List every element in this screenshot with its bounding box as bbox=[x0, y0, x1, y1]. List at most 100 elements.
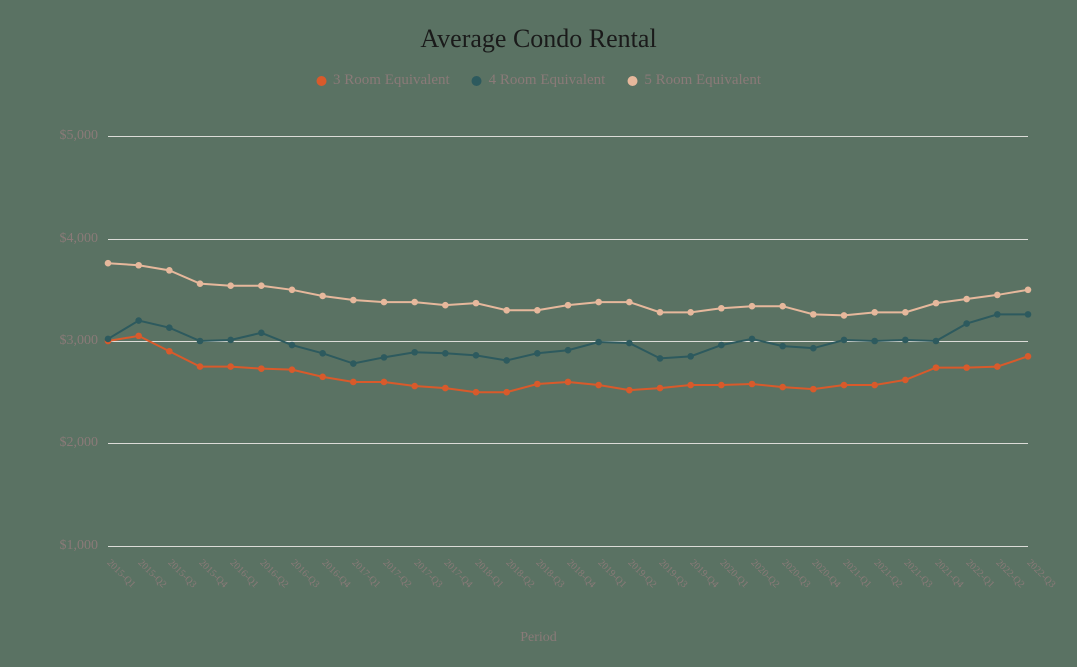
series-marker bbox=[841, 337, 848, 344]
series-marker bbox=[350, 379, 357, 386]
series-marker bbox=[503, 389, 510, 396]
series-marker bbox=[135, 262, 142, 269]
x-tick-label: 2015-Q1 bbox=[104, 557, 137, 590]
series-marker bbox=[595, 339, 602, 346]
series-marker bbox=[227, 337, 234, 344]
series-marker bbox=[963, 320, 970, 327]
series-marker bbox=[411, 383, 418, 390]
x-tick-label: 2022-Q3 bbox=[1024, 557, 1057, 590]
series-marker bbox=[871, 338, 878, 345]
series-marker bbox=[657, 355, 664, 362]
x-tick-label: 2018-Q1 bbox=[472, 557, 505, 590]
series-marker bbox=[963, 296, 970, 303]
legend: 3 Room Equivalent 4 Room Equivalent 5 Ro… bbox=[316, 72, 761, 89]
x-tick-label: 2016-Q3 bbox=[288, 557, 321, 590]
x-tick-label: 2017-Q2 bbox=[380, 557, 413, 590]
series-marker bbox=[442, 350, 449, 357]
series-marker bbox=[841, 312, 848, 319]
legend-item-2: 5 Room Equivalent bbox=[627, 72, 761, 89]
x-tick-label: 2019-Q1 bbox=[595, 557, 628, 590]
series-marker bbox=[994, 363, 1001, 370]
legend-dot-icon bbox=[627, 76, 637, 86]
series-line-1 bbox=[108, 314, 1028, 363]
series-marker bbox=[258, 330, 265, 337]
series-marker bbox=[933, 364, 940, 371]
x-tick-label: 2015-Q2 bbox=[135, 557, 168, 590]
series-marker bbox=[381, 299, 388, 306]
legend-dot-icon bbox=[472, 76, 482, 86]
series-marker bbox=[657, 309, 664, 316]
series-marker bbox=[779, 303, 786, 310]
series-marker bbox=[534, 381, 541, 388]
series-marker bbox=[749, 336, 756, 343]
legend-item-1: 4 Room Equivalent bbox=[472, 72, 606, 89]
series-marker bbox=[902, 309, 909, 316]
x-tick-label: 2021-Q4 bbox=[932, 557, 965, 590]
series-marker bbox=[105, 336, 112, 343]
x-tick-label: 2021-Q2 bbox=[871, 557, 904, 590]
legend-label: 3 Room Equivalent bbox=[333, 72, 450, 89]
series-marker bbox=[350, 360, 357, 367]
series-marker bbox=[197, 363, 204, 370]
series-marker bbox=[319, 293, 326, 300]
series-marker bbox=[105, 260, 112, 267]
x-tick-label: 2022-Q2 bbox=[994, 557, 1027, 590]
series-marker bbox=[626, 340, 633, 347]
x-tick-label: 2016-Q2 bbox=[258, 557, 291, 590]
x-tick-label: 2020-Q1 bbox=[718, 557, 751, 590]
series-marker bbox=[810, 345, 817, 352]
series-marker bbox=[503, 307, 510, 314]
series-marker bbox=[442, 302, 449, 309]
series-marker bbox=[626, 387, 633, 394]
series-marker bbox=[718, 305, 725, 312]
series-marker bbox=[994, 292, 1001, 299]
y-tick-label: $5,000 bbox=[60, 128, 99, 144]
series-marker bbox=[166, 324, 173, 331]
series-marker bbox=[933, 300, 940, 307]
series-marker bbox=[871, 382, 878, 389]
x-tick-label: 2017-Q1 bbox=[350, 557, 383, 590]
series-marker bbox=[565, 302, 572, 309]
x-tick-label: 2018-Q4 bbox=[564, 557, 597, 590]
x-tick-label: 2017-Q4 bbox=[442, 557, 475, 590]
y-tick-label: $4,000 bbox=[60, 231, 99, 247]
x-tick-label: 2018-Q2 bbox=[503, 557, 536, 590]
series-marker bbox=[534, 307, 541, 314]
series-marker bbox=[963, 364, 970, 371]
series-marker bbox=[1025, 353, 1032, 360]
x-tick-label: 2020-Q2 bbox=[748, 557, 781, 590]
legend-label: 5 Room Equivalent bbox=[644, 72, 761, 89]
x-tick-label: 2019-Q2 bbox=[626, 557, 659, 590]
series-marker bbox=[687, 353, 694, 360]
chart-title: Average Condo Rental bbox=[420, 24, 656, 54]
series-marker bbox=[381, 354, 388, 361]
x-tick-label: 2019-Q3 bbox=[656, 557, 689, 590]
x-tick-label: 2015-Q3 bbox=[166, 557, 199, 590]
series-marker bbox=[166, 348, 173, 355]
legend-dot-icon bbox=[316, 76, 326, 86]
series-marker bbox=[718, 342, 725, 349]
legend-label: 4 Room Equivalent bbox=[489, 72, 606, 89]
x-tick-label: 2020-Q4 bbox=[810, 557, 843, 590]
x-tick-label: 2017-Q3 bbox=[411, 557, 444, 590]
series-marker bbox=[135, 333, 142, 340]
series-marker bbox=[749, 381, 756, 388]
series-marker bbox=[749, 303, 756, 310]
series-marker bbox=[810, 311, 817, 318]
series-marker bbox=[841, 382, 848, 389]
series-marker bbox=[258, 282, 265, 289]
series-marker bbox=[503, 357, 510, 364]
series-marker bbox=[197, 280, 204, 287]
chart-svg bbox=[108, 126, 1028, 556]
series-marker bbox=[718, 382, 725, 389]
series-marker bbox=[166, 267, 173, 274]
series-marker bbox=[1025, 311, 1032, 318]
series-marker bbox=[319, 350, 326, 357]
series-marker bbox=[319, 374, 326, 381]
series-marker bbox=[933, 338, 940, 345]
series-marker bbox=[289, 287, 296, 294]
series-marker bbox=[657, 385, 664, 392]
series-marker bbox=[258, 365, 265, 372]
x-tick-label: 2020-Q3 bbox=[779, 557, 812, 590]
x-tick-label: 2016-Q1 bbox=[227, 557, 260, 590]
